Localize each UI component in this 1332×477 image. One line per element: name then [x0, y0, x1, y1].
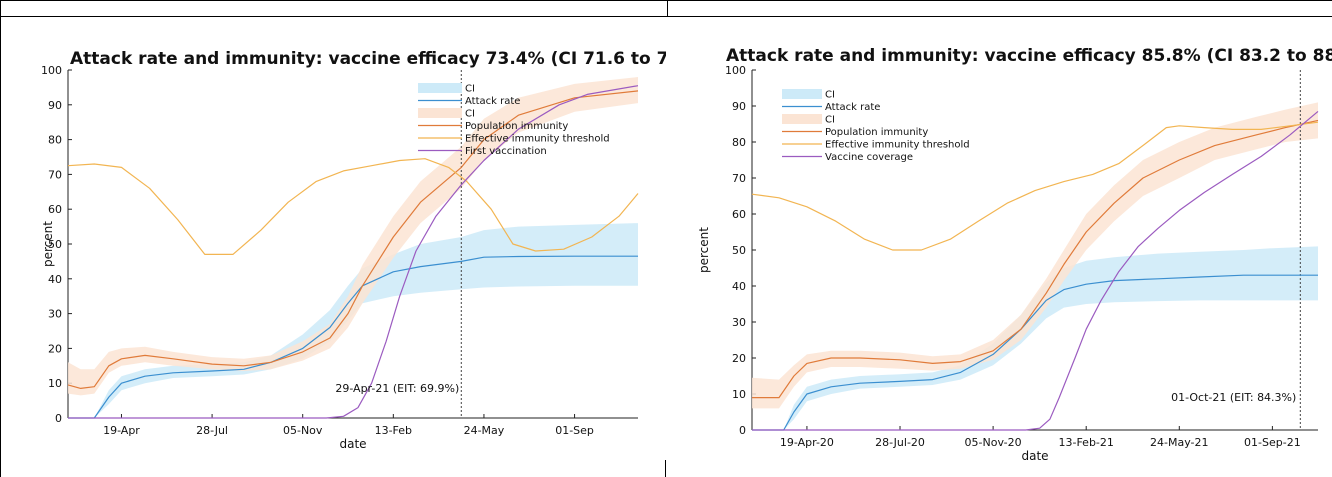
series-line-0 — [68, 255, 638, 419]
y-tick-label: 20 — [732, 352, 746, 365]
x-tick-label: 05-Nov — [283, 424, 323, 437]
series-line-2 — [67, 158, 639, 255]
x-tick-label: 13-Feb — [375, 424, 412, 437]
series-line-3 — [752, 110, 1319, 431]
header-rule — [0, 16, 1332, 17]
y-tick-label: 0 — [739, 424, 746, 437]
x-tick-label: 05-Nov-20 — [965, 436, 1022, 449]
y-tick-label: 70 — [48, 168, 62, 181]
x-tick-label: 01-Sep-21 — [1244, 436, 1301, 449]
ci-band-1 — [752, 102, 1318, 409]
legend-label: Effective immunity threshold — [825, 140, 970, 151]
ci-band-0 — [68, 223, 638, 418]
top-border — [0, 0, 1332, 1]
x-tick-label: 28-Jul-20 — [875, 436, 925, 449]
y-tick-label: 100 — [725, 64, 746, 77]
series-line-1 — [752, 119, 1319, 399]
legend-label: CI — [825, 90, 835, 101]
chart-right: 0 10 20 30 40 50 60 70 80 90 100 19-Apr-20 28-Jul-20… — [697, 46, 1332, 463]
chart-title: Attack rate and immunity: vaccine effica… — [726, 46, 1332, 66]
y-axis-label: percent — [41, 221, 55, 267]
y-tick-label: 60 — [732, 208, 746, 221]
legend-label: CI — [465, 109, 475, 120]
legend-swatch-ci — [782, 89, 822, 99]
y-tick-label: 30 — [48, 308, 62, 321]
legend-label: First vaccination — [465, 146, 547, 157]
x-tick-label: 19-Apr — [103, 424, 140, 437]
legend-swatch-ci — [782, 114, 822, 124]
y-tick-label: 30 — [732, 316, 746, 329]
series-line-3 — [68, 85, 639, 419]
y-tick-label: 10 — [732, 388, 746, 401]
legend-label: Population immunity — [465, 121, 568, 132]
chart-left: 0 10 20 30 40 50 60 70 80 90 100 19-Apr 28-Jul 05-Nov… — [41, 49, 666, 451]
y-tick-label: 60 — [48, 203, 62, 216]
y-tick-label: 80 — [48, 134, 62, 147]
y-tick-label: 10 — [48, 377, 62, 390]
y-tick-label: 90 — [48, 99, 62, 112]
panel-divider-top — [667, 0, 668, 17]
y-tick-label: 40 — [48, 273, 62, 286]
x-axis-label: date — [339, 437, 366, 451]
x-tick-label: 01-Sep — [555, 424, 594, 437]
legend-swatch-ci — [418, 108, 462, 118]
legend-label: CI — [825, 115, 835, 126]
series-line-0 — [752, 274, 1318, 431]
legend-label: Effective immunity threshold — [465, 134, 610, 145]
y-tick-label: 20 — [48, 342, 62, 355]
x-tick-label: 24-May-21 — [1150, 436, 1208, 449]
chart-panel-right: 0 10 20 30 40 50 60 70 80 90 100 19-Apr-20 28-Jul-20… — [668, 0, 1332, 477]
legend-label: Attack rate — [465, 96, 520, 107]
y-tick-label: 40 — [732, 280, 746, 293]
y-tick-label: 0 — [55, 412, 62, 425]
x-tick-label: 28-Jul — [196, 424, 228, 437]
series-line-2 — [751, 121, 1319, 251]
legend-label: Vaccine coverage — [825, 152, 913, 163]
legend-label: Attack rate — [825, 102, 880, 113]
y-tick-label: 50 — [732, 244, 746, 257]
legend-swatch-ci — [418, 83, 462, 93]
x-tick-label: 13-Feb-21 — [1058, 436, 1113, 449]
marker-annotation: 01-Oct-21 (EIT: 84.3%) — [1171, 391, 1296, 404]
x-axis-label: date — [1021, 449, 1048, 463]
series-line-1 — [67, 90, 639, 389]
y-tick-label: 100 — [41, 64, 62, 77]
legend-label: CI — [465, 84, 475, 95]
marker-annotation: 29-Apr-21 (EIT: 69.9%) — [335, 382, 459, 395]
y-axis-label: percent — [697, 227, 711, 273]
x-tick-label: 24-May — [464, 424, 505, 437]
chart-panel-left: 0 10 20 30 40 50 60 70 80 90 100 19-Apr 28-Jul 05-Nov… — [41, 49, 666, 451]
y-tick-label: 50 — [48, 238, 62, 251]
legend-label: Population immunity — [825, 127, 928, 138]
ci-band-0 — [752, 246, 1318, 430]
y-tick-label: 70 — [732, 172, 746, 185]
left-border — [0, 0, 1, 477]
y-tick-label: 90 — [732, 100, 746, 113]
x-tick-label: 19-Apr-20 — [780, 436, 834, 449]
panel-divider-bottom — [665, 460, 666, 477]
ci-band-1 — [68, 77, 638, 396]
y-tick-label: 80 — [732, 136, 746, 149]
chart-title: Attack rate and immunity: vaccine effica… — [70, 49, 666, 69]
